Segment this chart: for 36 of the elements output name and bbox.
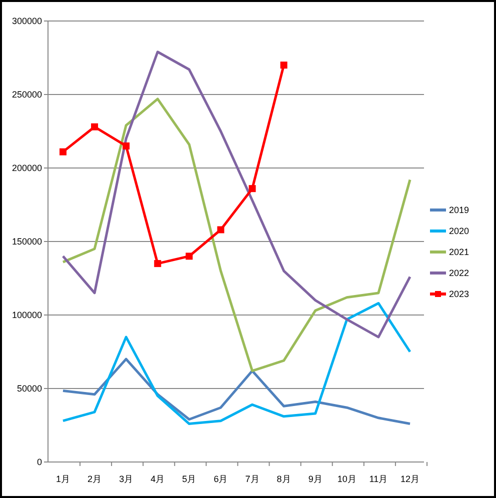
legend-label: 2021 [449,247,470,258]
line-series [62,302,412,426]
x-tick-label: 1月 [56,474,70,484]
x-tick-label: 9月 [308,474,322,484]
legend-label: 2022 [449,268,470,278]
y-tick-label: 50000 [16,384,42,394]
x-tick-label: 2月 [88,474,102,484]
x-tick-label: 5月 [182,474,196,484]
point [122,142,130,150]
x-tick-label: 12月 [400,474,420,484]
x-tick-label: 8月 [276,474,291,484]
point [91,123,98,130]
y-tick-label: 150000 [12,236,42,247]
point [217,226,224,234]
x-tick-label: 4月 [150,474,165,484]
x-tick-label: 10月 [337,474,356,484]
point [60,148,66,156]
line-series [62,358,412,426]
line-series [62,98,412,372]
line-series [62,50,412,338]
point [154,260,162,268]
y-tick-label: 0 [36,457,42,468]
x-tick-label: 3月 [119,474,134,484]
y-tick-label: 250000 [12,90,42,100]
x-tick-label: 11月 [369,474,388,484]
x-tick-label: 7月 [245,474,260,484]
x-tick-label: 6月 [214,474,228,484]
point [186,252,193,260]
legend-label: 2020 [449,226,470,236]
y-tick-label: 200000 [12,163,42,174]
y-tick-label: 300000 [12,16,42,26]
legend-label: 2019 [449,205,470,216]
legend-label: 2023 [449,289,470,300]
y-tick-label: 100000 [12,310,42,320]
point [280,62,288,69]
point [248,185,256,192]
